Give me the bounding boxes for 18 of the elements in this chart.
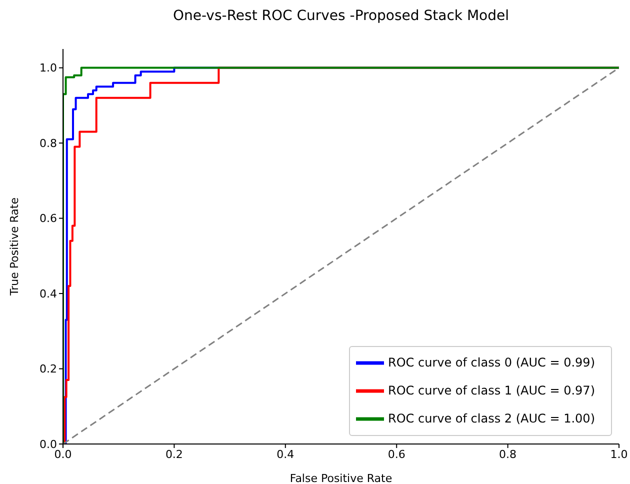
- y-tick-label: 0.4: [40, 287, 57, 300]
- legend-label: ROC curve of class 1 (AUC = 0.97): [388, 383, 595, 398]
- y-tick-label: 1.0: [40, 62, 57, 75]
- x-tick-label: 0.0: [54, 448, 72, 461]
- y-axis-title: True Positive Rate: [8, 197, 21, 296]
- x-tick-label: 1.0: [610, 448, 628, 461]
- chart-title: One-vs-Rest ROC Curves -Proposed Stack Model: [172, 8, 510, 24]
- x-axis-title: False Positive Rate: [290, 472, 392, 484]
- y-tick-label: 0.2: [40, 362, 57, 376]
- legend-label: ROC curve of class 2 (AUC = 1.00): [388, 411, 595, 426]
- x-tick-label: 0.6: [388, 448, 406, 461]
- y-tick-label: 0.8: [40, 136, 57, 150]
- legend-label: ROC curve of class 0 (AUC = 0.99): [388, 355, 595, 370]
- x-tick-label: 0.4: [276, 448, 294, 461]
- y-tick-label: 0.6: [40, 212, 57, 226]
- y-tick-label: 0.0: [40, 438, 57, 451]
- x-tick-label: 0.2: [165, 448, 183, 461]
- x-tick-label: 0.8: [499, 448, 517, 461]
